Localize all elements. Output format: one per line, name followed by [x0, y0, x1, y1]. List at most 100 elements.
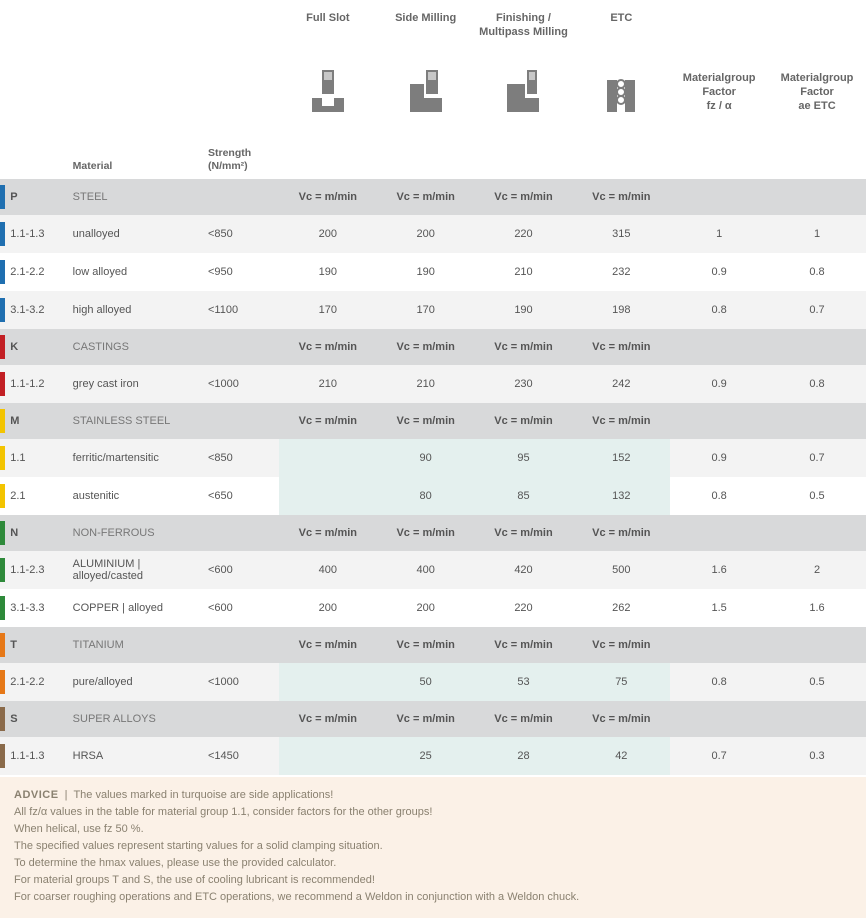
group-name: TITANIUM [69, 627, 204, 663]
vc-label: Vc = m/min [377, 515, 475, 551]
vc-label: Vc = m/min [279, 179, 377, 215]
row-code: 1.1-1.3 [6, 737, 68, 775]
row-strength: <850 [204, 439, 279, 477]
row-strength: <950 [204, 253, 279, 291]
row-material: pure/alloyed [69, 663, 204, 701]
col-header-side-milling: Side Milling [377, 0, 475, 45]
row-strength: <1000 [204, 365, 279, 403]
val-finishing: 420 [475, 551, 573, 589]
val-finishing: 28 [475, 737, 573, 775]
val-factor-fz: 1.5 [670, 589, 768, 627]
side-milling-icon [377, 45, 475, 135]
table-row: 2.1-2.2pure/alloyed<10005053750.80.5 [0, 663, 866, 701]
row-code: 1.1-2.3 [6, 551, 68, 589]
val-finishing: 85 [475, 477, 573, 515]
vc-label: Vc = m/min [279, 515, 377, 551]
row-strength: <1100 [204, 291, 279, 329]
vc-label: Vc = m/min [572, 179, 670, 215]
row-material: low alloyed [69, 253, 204, 291]
row-material: austenitic [69, 477, 204, 515]
col-header-material: Material [69, 135, 204, 179]
val-side-milling: 190 [377, 253, 475, 291]
cutting-data-table: Full Slot Side Milling Finishing /Multip… [0, 0, 866, 775]
group-name: NON-FERROUS [69, 515, 204, 551]
row-strength: <1450 [204, 737, 279, 775]
full-slot-icon [279, 45, 377, 135]
val-etc: 132 [572, 477, 670, 515]
table-row: 2.1-2.2low alloyed<9501901902102320.90.8 [0, 253, 866, 291]
group-header-row: KCASTINGSVc = m/minVc = m/minVc = m/minV… [0, 329, 866, 365]
row-code: 2.1-2.2 [6, 663, 68, 701]
row-code: 1.1-1.3 [6, 215, 68, 253]
val-full-slot: 190 [279, 253, 377, 291]
vc-label: Vc = m/min [377, 179, 475, 215]
val-factor-ae: 0.8 [768, 365, 866, 403]
table-row: 1.1-2.3ALUMINIUM |alloyed/casted<6004004… [0, 551, 866, 589]
val-finishing: 220 [475, 589, 573, 627]
row-code: 1.1 [6, 439, 68, 477]
row-material: grey cast iron [69, 365, 204, 403]
table-row: 1.1ferritic/martensitic<85090951520.90.7 [0, 439, 866, 477]
group-code: M [6, 403, 68, 439]
row-strength: <650 [204, 477, 279, 515]
val-etc: 500 [572, 551, 670, 589]
val-etc: 262 [572, 589, 670, 627]
val-side-milling: 200 [377, 589, 475, 627]
col-header-etc: ETC [572, 0, 670, 45]
val-side-milling: 25 [377, 737, 475, 775]
row-strength: <600 [204, 589, 279, 627]
val-etc: 198 [572, 291, 670, 329]
val-etc: 75 [572, 663, 670, 701]
table-row: 2.1austenitic<65080851320.80.5 [0, 477, 866, 515]
val-full-slot: 400 [279, 551, 377, 589]
val-factor-ae: 0.7 [768, 439, 866, 477]
val-full-slot: 210 [279, 365, 377, 403]
group-code: N [6, 515, 68, 551]
row-code: 1.1-1.2 [6, 365, 68, 403]
table-row: 3.1-3.2high alloyed<11001701701901980.80… [0, 291, 866, 329]
val-factor-ae: 2 [768, 551, 866, 589]
row-material: ferritic/martensitic [69, 439, 204, 477]
vc-label: Vc = m/min [475, 701, 573, 737]
vc-label: Vc = m/min [279, 627, 377, 663]
row-material: ALUMINIUM |alloyed/casted [69, 551, 204, 589]
val-side-milling: 50 [377, 663, 475, 701]
row-code: 3.1-3.3 [6, 589, 68, 627]
vc-label: Vc = m/min [572, 515, 670, 551]
val-factor-ae: 0.5 [768, 663, 866, 701]
row-material: high alloyed [69, 291, 204, 329]
val-side-milling: 200 [377, 215, 475, 253]
val-side-milling: 80 [377, 477, 475, 515]
group-name: STAINLESS STEEL [69, 403, 204, 439]
val-factor-ae: 0.3 [768, 737, 866, 775]
vc-label: Vc = m/min [572, 701, 670, 737]
table-body: PSTEELVc = m/minVc = m/minVc = m/minVc =… [0, 179, 866, 775]
advice-sep: | [62, 789, 74, 801]
val-side-milling: 210 [377, 365, 475, 403]
val-finishing: 230 [475, 365, 573, 403]
val-side-milling: 400 [377, 551, 475, 589]
vc-label: Vc = m/min [572, 627, 670, 663]
val-etc: 42 [572, 737, 670, 775]
vc-label: Vc = m/min [279, 701, 377, 737]
row-material: COPPER | alloyed [69, 589, 204, 627]
val-factor-fz: 0.9 [670, 253, 768, 291]
row-material: unalloyed [69, 215, 204, 253]
group-header-row: NNON-FERROUSVc = m/minVc = m/minVc = m/m… [0, 515, 866, 551]
row-code: 2.1 [6, 477, 68, 515]
val-finishing: 190 [475, 291, 573, 329]
val-full-slot: 170 [279, 291, 377, 329]
group-code: T [6, 627, 68, 663]
advice-title: ADVICE [14, 789, 59, 801]
group-header-row: SSUPER ALLOYSVc = m/minVc = m/minVc = m/… [0, 701, 866, 737]
val-side-milling: 170 [377, 291, 475, 329]
vc-label: Vc = m/min [377, 627, 475, 663]
val-factor-fz: 0.9 [670, 365, 768, 403]
val-factor-ae: 0.5 [768, 477, 866, 515]
val-etc: 232 [572, 253, 670, 291]
val-full-slot: 200 [279, 589, 377, 627]
col-header-finishing: Finishing /Multipass Milling [475, 0, 573, 45]
val-side-milling: 90 [377, 439, 475, 477]
group-name: STEEL [69, 179, 204, 215]
row-material: HRSA [69, 737, 204, 775]
